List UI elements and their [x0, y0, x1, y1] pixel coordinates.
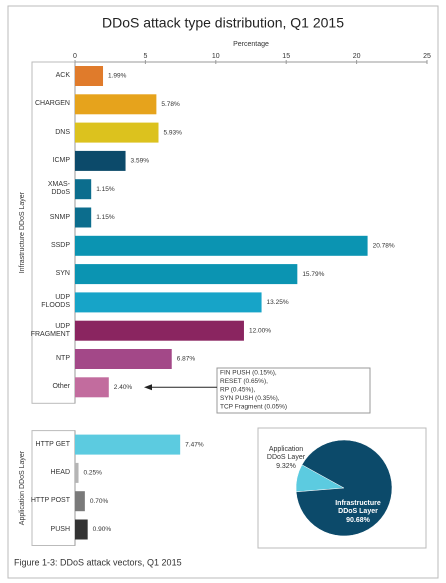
pie-label: Infrastructure DDoS Layer	[335, 500, 381, 515]
bar	[75, 179, 92, 200]
category-label: DNS	[55, 128, 70, 136]
category-label: HEAD	[50, 468, 70, 476]
pie-label: Application DDoS Layer	[266, 446, 306, 461]
category-label: CHARGEN	[34, 100, 70, 108]
value-label: 3.59%	[131, 158, 150, 165]
category-label: UDP FRAGMENT	[30, 322, 70, 338]
group-label: Application DDoS Layer	[19, 450, 26, 525]
annotation-box	[216, 367, 371, 414]
bar	[75, 491, 85, 512]
value-label: 1.15%	[96, 214, 115, 221]
category-label: ICMP	[52, 156, 71, 164]
pie-value-label: 90.68%	[346, 517, 370, 524]
bar	[75, 377, 109, 398]
x-tick-label: 5	[143, 53, 147, 60]
bar	[75, 264, 298, 285]
group-label: Infrastructure DDoS Layer	[19, 191, 26, 273]
bar	[75, 434, 181, 455]
chart-title: DDoS attack type distribution, Q1 2015	[102, 15, 344, 31]
bar	[75, 320, 244, 341]
bar	[75, 150, 126, 171]
frame	[7, 5, 439, 579]
bar	[75, 349, 172, 369]
annotation-text: SYN PUSH (0.35%),	[220, 395, 280, 402]
value-label: 2.40%	[114, 384, 133, 391]
value-label: 5.93%	[163, 129, 182, 136]
x-tick-label: 15	[282, 53, 290, 60]
x-tick-label: 10	[212, 53, 220, 60]
bar	[75, 94, 157, 115]
category-label: PUSH	[50, 525, 70, 533]
value-label: 13.25%	[267, 299, 289, 306]
arrow-head	[144, 384, 152, 391]
x-tick-label: 0	[73, 53, 77, 60]
bar	[75, 122, 159, 143]
value-label: 0.25%	[84, 470, 103, 477]
category-label: Other	[52, 383, 70, 391]
value-label: 7.47%	[185, 441, 204, 448]
value-label: 12.00%	[249, 327, 271, 334]
annotation-text: TCP Fragment (0.05%)	[220, 404, 287, 411]
value-label: 0.90%	[93, 526, 112, 533]
value-label: 1.99%	[108, 73, 127, 80]
caption: Figure 1-3: DDoS attack vectors, Q1 2015	[14, 557, 182, 567]
value-label: 1.15%	[96, 186, 115, 193]
x-tick-label: 25	[423, 53, 431, 60]
bar	[75, 207, 92, 228]
value-label: 5.78%	[161, 101, 180, 108]
value-label: 15.79%	[302, 271, 324, 278]
annotation-text: FIN PUSH (0.15%),	[220, 370, 277, 377]
category-label: SYN	[55, 270, 70, 278]
category-label: XMAS-DDoS	[47, 181, 70, 197]
category-label: SSDP	[50, 241, 70, 249]
x-tick-label: 20	[353, 53, 361, 60]
x-axis-label: Percentage	[233, 41, 269, 48]
bar	[75, 235, 368, 256]
annotation-text: RESET (0.65%),	[220, 378, 268, 385]
bar	[75, 292, 262, 313]
pie-value-label: 9.32%	[276, 463, 296, 470]
value-label: 20.78%	[373, 243, 395, 250]
bar	[75, 519, 88, 540]
category-label: HTTP POST	[30, 497, 70, 505]
category-label: HTTP GET	[35, 440, 70, 448]
category-label: SNMP	[49, 213, 70, 221]
pie-slice	[295, 439, 393, 537]
bar	[75, 66, 104, 86]
annotation-text: RP (0.45%),	[220, 387, 255, 394]
category-label: UDP FLOODS	[41, 294, 70, 310]
category-label: ACK	[55, 72, 70, 79]
bar	[75, 462, 79, 483]
value-label: 0.70%	[90, 498, 109, 505]
category-label: NTP	[56, 355, 70, 362]
value-label: 6.87%	[177, 356, 196, 363]
